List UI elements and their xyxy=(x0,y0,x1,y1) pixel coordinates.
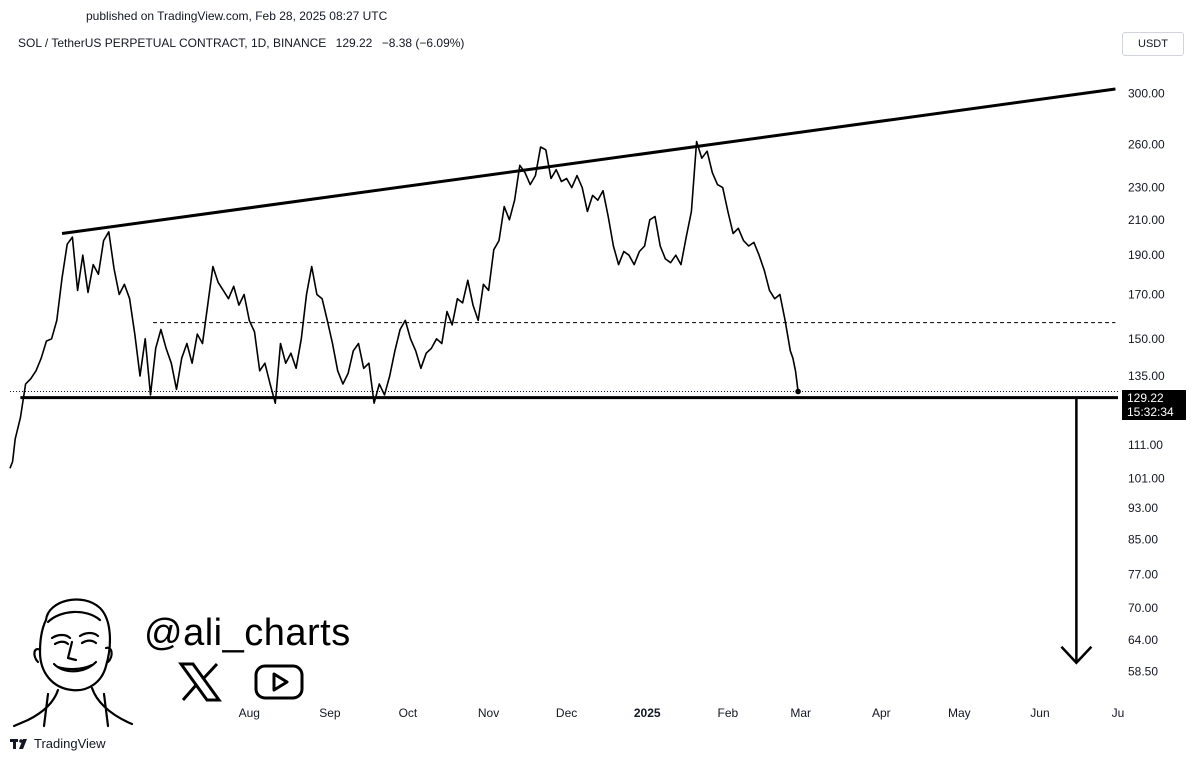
x-tick-label: Oct xyxy=(399,706,418,720)
price-change: −8.38 (−6.09%) xyxy=(381,36,465,50)
y-tick-label: 300.00 xyxy=(1128,87,1165,101)
x-tick-label: Dec xyxy=(556,706,577,720)
y-tick-label: 260.00 xyxy=(1128,137,1165,151)
y-tick-label: 58.50 xyxy=(1128,665,1158,679)
x-logo-icon xyxy=(178,662,222,702)
y-tick-label: 93.00 xyxy=(1128,501,1158,515)
currency-button[interactable]: USDT xyxy=(1122,32,1184,56)
x-tick-label: Sep xyxy=(319,706,341,720)
footer-brand[interactable]: TradingView xyxy=(10,736,106,751)
price-tag: 129.22 15:32:34 xyxy=(1122,390,1186,420)
price-tag-countdown: 15:32:34 xyxy=(1127,405,1174,419)
y-tick-label: 101.00 xyxy=(1128,472,1165,486)
y-tick-label: 135.00 xyxy=(1128,369,1165,383)
x-tick-label: Apr xyxy=(872,706,891,720)
x-tick-label: Nov xyxy=(478,706,499,720)
y-tick-label: 150.00 xyxy=(1128,332,1165,346)
x-tick-label: Mar xyxy=(790,706,811,720)
last-price: 129.22 xyxy=(335,36,373,50)
social-icons xyxy=(178,662,304,702)
price-line xyxy=(9,140,799,469)
y-axis[interactable]: 300.00 260.00 230.00 210.00 190.00 170.00 150.… xyxy=(1128,87,1165,679)
x-axis[interactable]: Aug Sep Oct Nov Dec 2025 Feb Mar Apr May Jun Ju xyxy=(239,706,1125,720)
y-tick-label: 210.00 xyxy=(1128,213,1165,227)
y-tick-label: 111.00 xyxy=(1128,438,1163,452)
chart-annotations xyxy=(10,87,1118,665)
y-tick-label: 70.00 xyxy=(1128,601,1158,615)
published-text: published on TradingView.com, Feb 28, 20… xyxy=(86,9,388,23)
y-tick-label: 77.00 xyxy=(1128,568,1158,582)
y-tick-label: 190.00 xyxy=(1128,248,1165,262)
target-arrow-head xyxy=(1060,645,1093,665)
avatar-sketch xyxy=(12,598,134,728)
resistance-line xyxy=(61,87,1116,236)
x-tick-label: Jun xyxy=(1030,706,1049,720)
x-tick-label: May xyxy=(948,706,971,720)
y-tick-label: 64.00 xyxy=(1128,633,1158,647)
x-tick-label: 2025 xyxy=(634,706,661,720)
youtube-icon xyxy=(254,664,304,700)
tradingview-logo-icon xyxy=(10,738,27,749)
last-price-dot xyxy=(795,388,801,395)
y-tick-label: 170.00 xyxy=(1128,288,1165,302)
price-tag-value: 129.22 xyxy=(1127,391,1164,405)
y-tick-label: 230.00 xyxy=(1128,181,1165,195)
symbol-header: SOL / TetherUS PERPETUAL CONTRACT, 1D, B… xyxy=(18,36,470,50)
footer-brand-text: TradingView xyxy=(34,736,106,751)
symbol-title[interactable]: SOL / TetherUS PERPETUAL CONTRACT, 1D, B… xyxy=(18,36,327,50)
y-tick-label: 85.00 xyxy=(1128,533,1158,547)
x-tick-label: Aug xyxy=(239,706,260,720)
x-tick-label: Feb xyxy=(718,706,739,720)
watermark-handle: @ali_charts xyxy=(144,612,351,654)
x-tick-label: Ju xyxy=(1112,706,1125,720)
